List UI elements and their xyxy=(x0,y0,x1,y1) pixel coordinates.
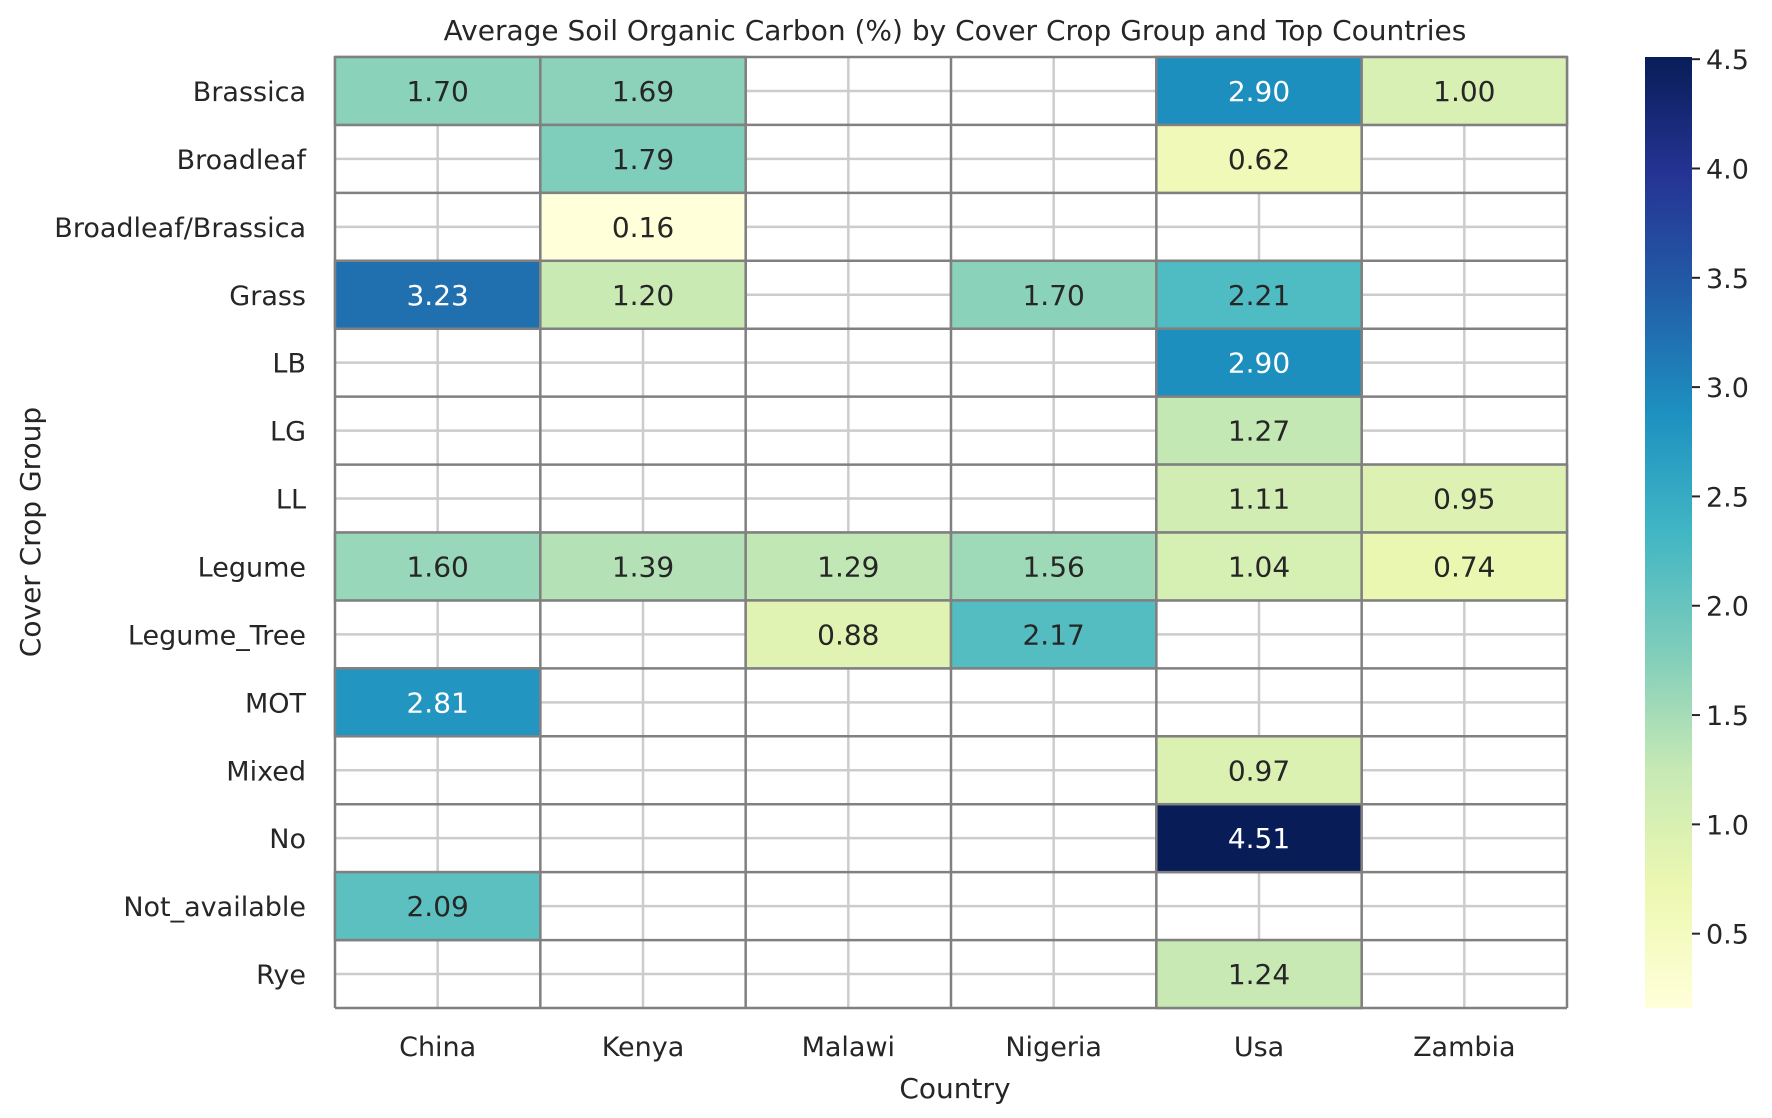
colorbar-tick-label: 2.5 xyxy=(1706,482,1749,513)
y-tick-label: LG xyxy=(270,417,306,448)
heatmap-cell xyxy=(1155,395,1363,466)
y-tick-label: Legume xyxy=(198,552,306,583)
x-tick-label: Zambia xyxy=(1413,1032,1516,1063)
colorbar-tick-label: 0.5 xyxy=(1706,920,1749,951)
colorbar: 0.5 1.0 1.5 2.0 2.5 3.0 3.5 4.0 4.5 xyxy=(1645,45,1749,1008)
heatmap-cell xyxy=(1155,938,1363,1010)
cell-value-label: 2.09 xyxy=(406,890,468,923)
axis-tick-labels: China Kenya Malawi Nigeria Usa Zambia Brassica… xyxy=(54,77,1515,1063)
heatmap-cell xyxy=(1155,463,1363,534)
heatmap-cell xyxy=(539,191,747,263)
heatmap-cell xyxy=(1155,802,1363,874)
cell-value-label: 2.90 xyxy=(1228,347,1290,380)
x-tick-label: Kenya xyxy=(602,1032,685,1063)
cell-value-label: 0.88 xyxy=(817,618,879,651)
y-tick-label: Legume_Tree xyxy=(128,620,306,651)
y-tick-label: No xyxy=(269,824,306,855)
y-axis-label: Cover Crop Group xyxy=(14,407,47,657)
heatmap-cell xyxy=(1155,735,1363,806)
heatmap-cell xyxy=(539,259,747,330)
cell-value-label: 0.97 xyxy=(1228,754,1290,787)
cell-value-label: 2.81 xyxy=(406,686,468,719)
cell-value-label: 1.79 xyxy=(612,143,674,176)
heatmap-cell xyxy=(1155,123,1363,195)
cell-value-label: 1.20 xyxy=(612,279,674,312)
cell-value-label: 0.62 xyxy=(1228,143,1290,176)
colorbar-tick-label: 3.5 xyxy=(1706,264,1749,295)
colorbar-tick-label: 2.0 xyxy=(1706,592,1749,623)
colorbar-tick-label: 3.0 xyxy=(1706,373,1749,404)
heatmap-cell xyxy=(1360,531,1569,602)
y-tick-label: LB xyxy=(272,349,306,380)
x-tick-label: China xyxy=(399,1032,476,1063)
y-tick-label: Grass xyxy=(229,281,306,312)
y-tick-label: Mixed xyxy=(226,756,306,787)
cell-value-label: 1.70 xyxy=(406,75,468,108)
heatmap-cell xyxy=(744,599,953,670)
cell-value-label: 1.56 xyxy=(1022,550,1084,583)
colorbar-tick-label: 4.0 xyxy=(1706,154,1749,185)
cell-value-labels: 1.70 1.69 2.90 1.00 1.79 0.62 0.16 3.23 1.20 1.70… xyxy=(406,75,1495,991)
heatmap-cell xyxy=(333,667,542,738)
x-axis-label: Country xyxy=(899,1072,1010,1105)
cell-value-label: 4.51 xyxy=(1228,822,1290,855)
heatmap-cell xyxy=(1155,259,1363,330)
heatmap-cell xyxy=(1155,55,1363,127)
heatmap-cell xyxy=(333,259,542,330)
y-tick-label: Brassica xyxy=(193,77,306,108)
y-tick-label: Not_available xyxy=(123,892,306,923)
cell-value-label: 0.74 xyxy=(1433,550,1495,583)
cell-value-label: 3.23 xyxy=(406,279,468,312)
cell-value-label: 1.39 xyxy=(612,550,674,583)
cell-value-label: 2.21 xyxy=(1228,279,1290,312)
heatmap-cell xyxy=(949,259,1158,330)
colorbar-tick-label: 1.0 xyxy=(1706,810,1749,841)
cell-value-label: 1.70 xyxy=(1022,279,1084,312)
cell-value-label: 2.90 xyxy=(1228,75,1290,108)
heatmap-cell xyxy=(949,599,1158,670)
cell-value-label: 1.29 xyxy=(817,550,879,583)
cell-value-label: 0.16 xyxy=(612,211,674,244)
heatmap-cell xyxy=(333,55,542,127)
colorbar-tick-label: 1.5 xyxy=(1706,701,1749,732)
cell-value-label: 1.24 xyxy=(1228,958,1290,991)
cell-value-label: 1.27 xyxy=(1228,415,1290,448)
cell-value-label: 1.04 xyxy=(1228,550,1290,583)
x-tick-label: Malawi xyxy=(802,1032,895,1063)
heatmap-cell xyxy=(333,870,542,942)
heatmap-cell xyxy=(1155,531,1363,602)
heatmap-cell xyxy=(539,531,747,602)
y-tick-label: LL xyxy=(276,485,306,516)
heatmap-cell xyxy=(539,123,747,195)
heatmap-cell xyxy=(1360,55,1569,127)
x-tick-label: Nigeria xyxy=(1005,1032,1102,1063)
cell-value-label: 1.00 xyxy=(1433,75,1495,108)
y-tick-label: Rye xyxy=(256,960,306,991)
cell-value-label: 1.69 xyxy=(612,75,674,108)
cell-value-label: 2.17 xyxy=(1022,618,1084,651)
heatmap-cells xyxy=(333,55,1569,1010)
y-tick-label: Broadleaf xyxy=(177,145,308,176)
heatmap-cell xyxy=(333,531,542,602)
chart-title: Average Soil Organic Carbon (%) by Cover… xyxy=(444,14,1467,47)
cell-value-label: 1.60 xyxy=(406,550,468,583)
y-tick-label: Broadleaf/Brassica xyxy=(54,213,306,244)
colorbar-gradient xyxy=(1645,57,1692,1008)
cell-value-label: 1.11 xyxy=(1228,483,1290,516)
colorbar-tick-label: 4.5 xyxy=(1706,45,1749,76)
x-tick-label: Usa xyxy=(1234,1032,1284,1063)
heatmap-cell xyxy=(1360,463,1569,534)
heatmap-cell xyxy=(1155,327,1363,398)
cell-value-label: 0.95 xyxy=(1433,483,1495,516)
y-tick-label: MOT xyxy=(245,688,307,719)
